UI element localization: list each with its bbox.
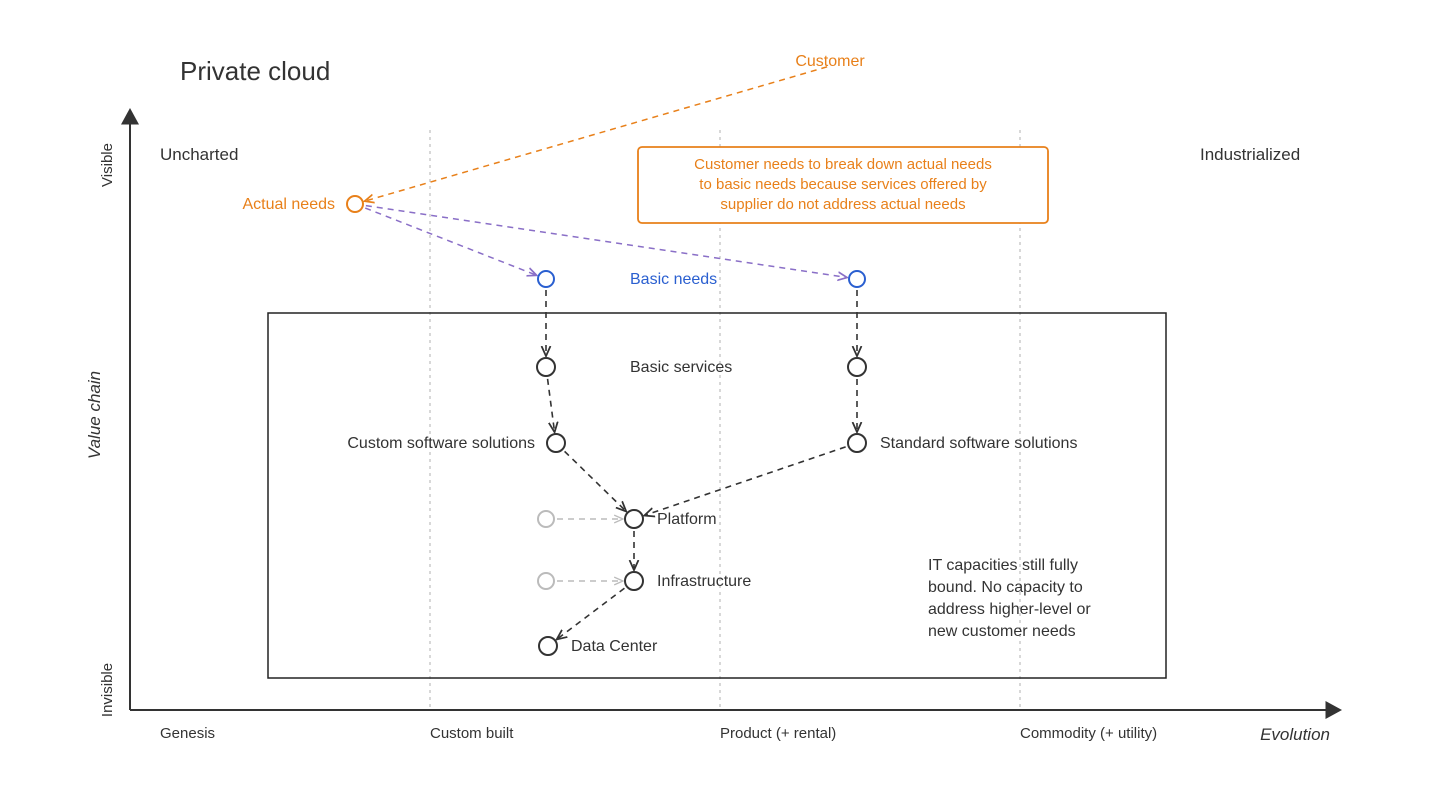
edge: [645, 447, 845, 515]
x-axis-ticks: Genesis Custom built Product (+ rental) Com…: [160, 725, 1157, 742]
wardley-map: Private cloud Evolution Value chain Gene…: [0, 0, 1440, 811]
y-tick-label: Invisible: [99, 663, 116, 717]
corner-uncharted: Uncharted: [160, 145, 238, 164]
node-label-customer: Customer: [795, 53, 865, 70]
node-label-basic_svc_a: Basic services: [630, 359, 732, 376]
node-label-datacenter: Data Center: [571, 638, 658, 655]
x-tick-label: Genesis: [160, 725, 215, 742]
annotation-line: address higher-level or: [928, 601, 1091, 618]
y-tick-label: Visible: [99, 143, 116, 187]
node-custom_sw: [547, 434, 565, 452]
node-infra_ghost: [538, 573, 554, 589]
callout-line: to basic needs because services offered …: [699, 176, 987, 193]
node-platform_ghost: [538, 511, 554, 527]
node-infra: [625, 572, 643, 590]
node-label-standard_sw: Standard software solutions: [880, 435, 1077, 452]
node-actual_needs: [347, 196, 363, 212]
node-basic_svc_a: [537, 358, 555, 376]
callout-line: supplier do not address actual needs: [720, 196, 965, 213]
node-label-platform: Platform: [657, 511, 717, 528]
callout-line: Customer needs to break down actual need…: [694, 156, 992, 173]
node-label-infra: Infrastructure: [657, 573, 751, 590]
it-capacity-annotation: IT capacities still fully bound. No capac…: [928, 557, 1091, 640]
edge: [365, 208, 536, 275]
annotation-line: bound. No capacity to: [928, 579, 1083, 596]
annotation-line: IT capacities still fully: [928, 557, 1078, 574]
diagram-title: Private cloud: [180, 56, 330, 86]
node-platform: [625, 510, 643, 528]
x-tick-label: Product (+ rental): [720, 725, 836, 742]
edge: [565, 451, 626, 510]
node-label-basic_needs_a: Basic needs: [630, 271, 717, 288]
node-basic_needs_b: [849, 271, 865, 287]
node-basic_needs_a: [538, 271, 554, 287]
annotation-line: new customer needs: [928, 623, 1076, 640]
x-tick-label: Custom built: [430, 725, 514, 742]
node-label-custom_sw: Custom software solutions: [347, 435, 535, 452]
node-basic_svc_b: [848, 358, 866, 376]
customer-callout: Customer needs to break down actual need…: [638, 147, 1048, 223]
node-standard_sw: [848, 434, 866, 452]
node-label-actual_needs: Actual needs: [242, 196, 335, 213]
y-axis-label: Value chain: [85, 371, 104, 459]
corner-industrialized: Industrialized: [1200, 145, 1300, 164]
x-axis-label: Evolution: [1260, 725, 1330, 744]
edge: [558, 588, 625, 639]
edge: [548, 379, 555, 431]
node-datacenter: [539, 637, 557, 655]
x-tick-label: Commodity (+ utility): [1020, 725, 1157, 742]
